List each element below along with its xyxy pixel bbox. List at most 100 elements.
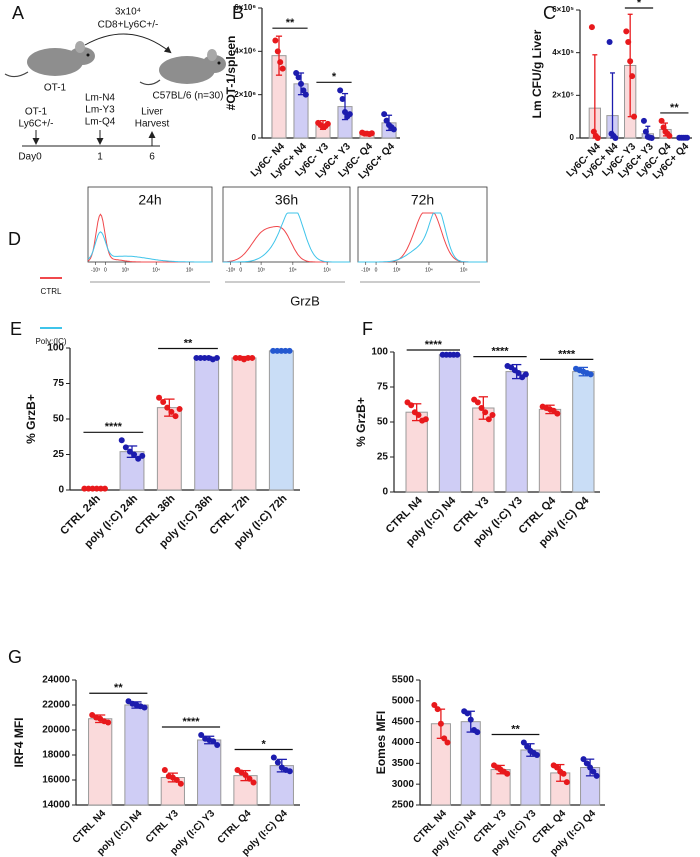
x-tick-label: -10³ bbox=[361, 267, 370, 273]
data-point bbox=[454, 351, 461, 358]
data-point bbox=[298, 80, 304, 87]
panel-label: A bbox=[12, 3, 24, 23]
bar bbox=[438, 354, 462, 493]
data-point bbox=[464, 710, 471, 717]
bar bbox=[156, 407, 182, 491]
data-point bbox=[89, 485, 96, 492]
y-tick-label: 5500 bbox=[392, 675, 415, 686]
data-point bbox=[666, 132, 673, 139]
histogram-curve bbox=[87, 231, 212, 263]
timepoint-label: 24h bbox=[138, 192, 161, 208]
data-point bbox=[105, 719, 112, 726]
y-tick-label: 25 bbox=[53, 449, 65, 460]
data-point bbox=[415, 412, 422, 418]
histogram-frame bbox=[357, 186, 488, 263]
data-point bbox=[161, 767, 168, 773]
x-tick-label: 10⁵ bbox=[323, 267, 331, 273]
bar bbox=[538, 408, 562, 493]
data-point bbox=[594, 135, 601, 141]
schematic: 3x10⁴ CD8+Ly6C+/- OT-1 C57BL/6 (n=30) OT… bbox=[4, 7, 226, 163]
significance-label: ** bbox=[114, 682, 123, 694]
donor-label: OT-1 bbox=[44, 83, 67, 94]
day-label: 6 bbox=[149, 152, 155, 163]
infection-label: Lm-Y3 bbox=[85, 105, 115, 116]
data-point bbox=[274, 347, 281, 354]
x-tick-label: -10³ bbox=[91, 267, 100, 273]
bar bbox=[231, 357, 257, 491]
data-point bbox=[627, 58, 634, 65]
y-tick-label: 0 bbox=[570, 133, 575, 142]
y-tick-label: 100 bbox=[371, 347, 388, 358]
panel-label: D bbox=[8, 229, 21, 249]
data-point bbox=[431, 702, 438, 708]
significance-label: **** bbox=[491, 346, 509, 358]
data-point bbox=[489, 412, 496, 418]
significance-label: ** bbox=[286, 17, 295, 29]
data-point bbox=[274, 759, 281, 766]
significance-label: **** bbox=[425, 339, 443, 351]
y-tick-label: 6×10⁶ bbox=[234, 3, 256, 12]
data-point bbox=[232, 354, 239, 361]
infection-label: Lm-Q4 bbox=[85, 117, 116, 128]
panel-label: E bbox=[10, 319, 22, 339]
data-point bbox=[197, 354, 204, 361]
x-tick-label: 10⁴ bbox=[152, 267, 160, 273]
bar bbox=[520, 749, 541, 806]
day-label: 1 bbox=[97, 152, 103, 163]
y-axis-label: Lm CFU/g Liver bbox=[530, 29, 544, 118]
y-tick-label: 24000 bbox=[42, 675, 70, 686]
y-tick-label: 25 bbox=[377, 452, 389, 463]
data-point bbox=[629, 73, 636, 80]
data-point bbox=[580, 756, 587, 763]
y-tick-label: 4×10⁶ bbox=[234, 46, 256, 55]
data-point bbox=[272, 37, 279, 44]
panel-label: B bbox=[232, 3, 244, 23]
y-axis-label: % GrzB+ bbox=[24, 394, 38, 444]
data-point bbox=[606, 39, 613, 45]
panel-label: F bbox=[362, 319, 373, 339]
y-tick-label: 22000 bbox=[42, 700, 70, 711]
data-point bbox=[437, 720, 444, 727]
y-tick-label: 75 bbox=[377, 382, 389, 393]
data-point bbox=[524, 743, 531, 750]
data-point bbox=[504, 770, 511, 777]
data-point bbox=[164, 404, 171, 411]
data-point bbox=[522, 371, 529, 378]
y-axis-label: Eomes MFI bbox=[374, 711, 388, 774]
data-point bbox=[563, 779, 570, 786]
y-tick-label: 4500 bbox=[392, 716, 415, 727]
data-point bbox=[625, 39, 632, 45]
significance-label: **** bbox=[105, 421, 123, 433]
y-tick-label: 2×10⁶ bbox=[234, 90, 256, 99]
bar bbox=[197, 739, 222, 806]
infection-label: Lm-N4 bbox=[85, 93, 115, 104]
data-point bbox=[277, 59, 284, 66]
data-point bbox=[533, 752, 540, 758]
data-point bbox=[201, 354, 208, 361]
significance-label: ** bbox=[511, 723, 520, 735]
recipient-label: C57BL/6 (n=30) bbox=[153, 91, 224, 102]
y-axis-label: % GrzB+ bbox=[354, 397, 368, 447]
data-point bbox=[85, 485, 92, 492]
data-point bbox=[515, 370, 522, 376]
data-point bbox=[213, 354, 220, 361]
error-bar bbox=[275, 35, 283, 76]
data-point bbox=[482, 409, 489, 416]
data-point bbox=[474, 729, 481, 736]
bar bbox=[505, 371, 528, 493]
x-tick-label: 10⁴ bbox=[425, 267, 433, 273]
x-tick-label: 0 bbox=[375, 267, 378, 273]
y-tick-label: 0 bbox=[252, 133, 257, 142]
data-point bbox=[684, 134, 691, 141]
data-point bbox=[588, 24, 595, 31]
harvest-label: Liver bbox=[141, 107, 163, 118]
data-point bbox=[274, 48, 281, 55]
data-point bbox=[441, 735, 448, 742]
data-point bbox=[640, 117, 647, 124]
data-point bbox=[324, 120, 331, 127]
data-point bbox=[381, 111, 388, 118]
y-tick-label: 3500 bbox=[392, 758, 415, 769]
data-point bbox=[648, 135, 655, 141]
bar bbox=[194, 357, 220, 491]
data-point bbox=[520, 739, 527, 746]
